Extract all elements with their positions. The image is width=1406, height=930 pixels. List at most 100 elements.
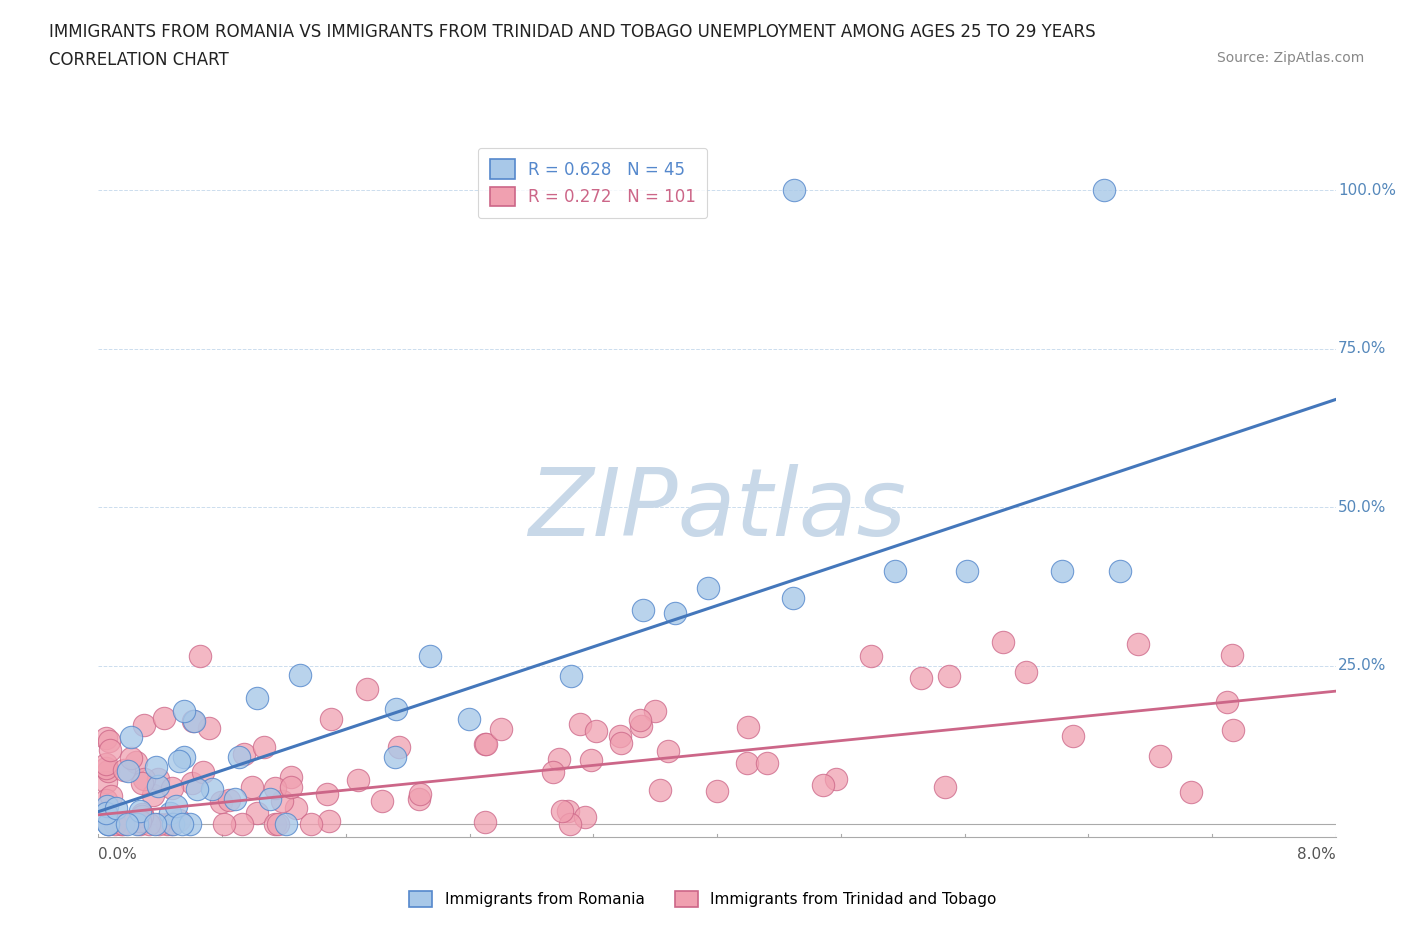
Point	[170, 817, 193, 831]
Point	[1215, 694, 1237, 709]
Point	[934, 779, 956, 794]
Point	[173, 703, 195, 718]
Point	[274, 817, 297, 831]
Point	[285, 801, 308, 816]
Point	[165, 798, 187, 813]
Point	[96, 805, 118, 820]
Point	[191, 764, 214, 779]
Text: 8.0%: 8.0%	[1296, 846, 1336, 861]
Point	[246, 691, 269, 706]
Point	[489, 721, 512, 736]
Point	[756, 755, 779, 770]
Legend: R = 0.628   N = 45, R = 0.272   N = 101: R = 0.628 N = 45, R = 0.272 N = 101	[478, 148, 707, 218]
Text: Source: ZipAtlas.com: Source: ZipAtlas.com	[1216, 51, 1364, 65]
Point	[100, 789, 122, 804]
Point	[1050, 564, 1073, 578]
Point	[159, 817, 181, 831]
Point	[956, 564, 979, 578]
Point	[96, 761, 118, 776]
Point	[475, 736, 498, 751]
Point	[96, 793, 118, 808]
Point	[288, 668, 311, 683]
Point	[97, 734, 120, 749]
Point	[129, 814, 152, 829]
Point	[737, 756, 759, 771]
Point	[138, 817, 160, 831]
Point	[266, 817, 288, 831]
Point	[551, 804, 574, 818]
Point	[1015, 665, 1038, 680]
Point	[197, 721, 219, 736]
Point	[409, 786, 432, 801]
Point	[131, 809, 153, 824]
Point	[209, 794, 232, 809]
Point	[388, 739, 411, 754]
Point	[167, 813, 190, 828]
Point	[218, 792, 240, 807]
Point	[132, 771, 155, 786]
Point	[560, 669, 582, 684]
Point	[115, 817, 138, 831]
Point	[120, 730, 142, 745]
Point	[1180, 785, 1202, 800]
Point	[1062, 729, 1084, 744]
Point	[153, 711, 176, 725]
Point	[474, 736, 496, 751]
Point	[318, 814, 340, 829]
Point	[548, 751, 571, 766]
Point	[160, 780, 183, 795]
Point	[97, 764, 120, 778]
Point	[127, 817, 149, 831]
Point	[159, 805, 181, 820]
Point	[1222, 723, 1244, 737]
Point	[263, 817, 285, 831]
Point	[98, 743, 121, 758]
Point	[212, 817, 235, 831]
Point	[98, 817, 121, 831]
Point	[232, 746, 254, 761]
Point	[319, 711, 342, 726]
Point	[706, 783, 728, 798]
Point	[644, 704, 666, 719]
Point	[131, 806, 153, 821]
Point	[737, 720, 759, 735]
Text: CORRELATION CHART: CORRELATION CHART	[49, 51, 229, 69]
Point	[103, 817, 125, 831]
Point	[657, 744, 679, 759]
Point	[783, 183, 806, 198]
Point	[142, 788, 165, 803]
Point	[188, 648, 211, 663]
Point	[883, 564, 905, 578]
Point	[628, 712, 651, 727]
Point	[697, 580, 720, 595]
Point	[145, 760, 167, 775]
Point	[1109, 564, 1132, 578]
Point	[280, 769, 302, 784]
Point	[1092, 183, 1115, 198]
Point	[609, 729, 631, 744]
Point	[271, 793, 294, 808]
Point	[1222, 648, 1244, 663]
Point	[1149, 749, 1171, 764]
Point	[631, 603, 654, 618]
Point	[105, 800, 128, 815]
Point	[97, 817, 120, 831]
Point	[129, 817, 152, 831]
Point	[574, 809, 596, 824]
Point	[183, 713, 205, 728]
Point	[259, 791, 281, 806]
Point	[117, 764, 139, 778]
Text: IMMIGRANTS FROM ROMANIA VS IMMIGRANTS FROM TRINIDAD AND TOBAGO UNEMPLOYMENT AMON: IMMIGRANTS FROM ROMANIA VS IMMIGRANTS FR…	[49, 23, 1095, 41]
Point	[558, 817, 581, 831]
Text: 100.0%: 100.0%	[1339, 182, 1396, 198]
Point	[96, 757, 118, 772]
Point	[224, 792, 246, 807]
Point	[162, 817, 184, 831]
Point	[146, 772, 169, 787]
Text: 75.0%: 75.0%	[1339, 341, 1386, 356]
Point	[112, 763, 135, 777]
Point	[186, 781, 208, 796]
Point	[97, 817, 120, 831]
Point	[131, 776, 153, 790]
Text: 0.0%: 0.0%	[98, 846, 138, 861]
